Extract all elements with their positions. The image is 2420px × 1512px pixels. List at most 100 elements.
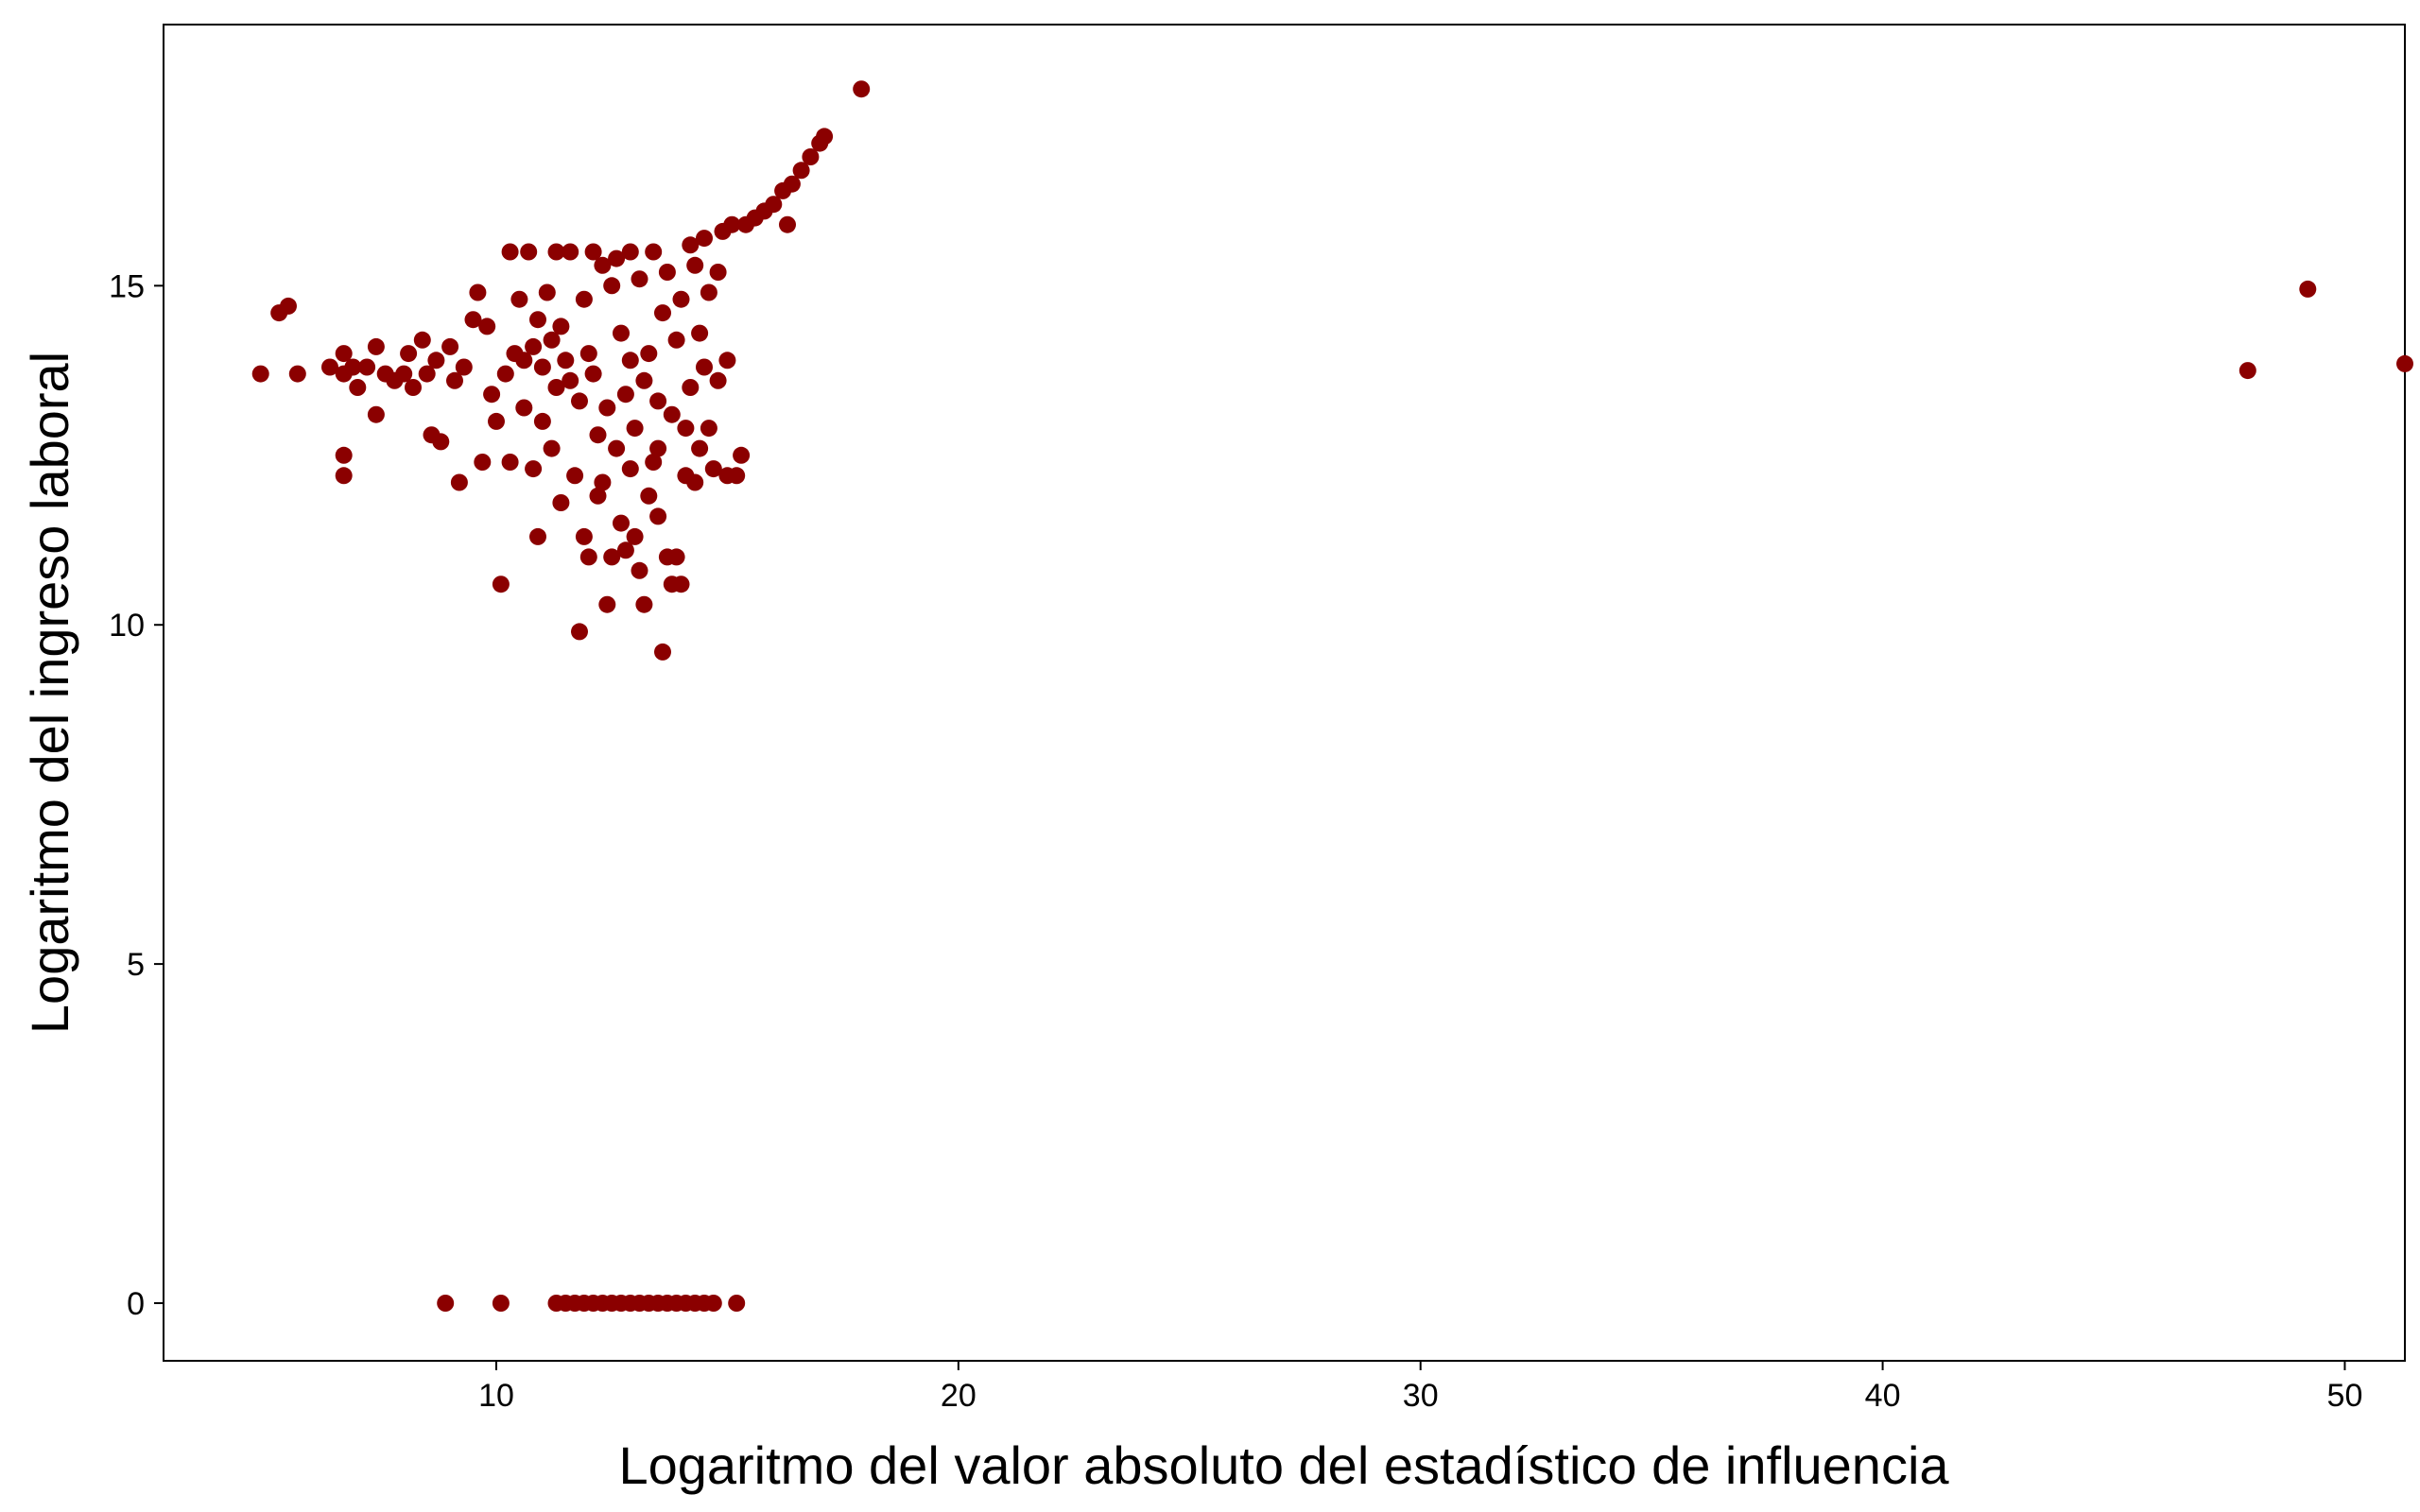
data-point — [635, 371, 653, 389]
data-point — [709, 371, 727, 389]
data-point — [571, 623, 588, 641]
data-point — [853, 80, 871, 98]
data-point — [464, 311, 482, 329]
data-point — [2299, 280, 2317, 298]
data-point — [621, 460, 639, 478]
data-point — [594, 256, 612, 274]
data-point — [562, 371, 579, 389]
data-point — [723, 215, 741, 233]
data-point — [645, 243, 663, 261]
x-tick-label: 30 — [1403, 1378, 1439, 1414]
data-point — [321, 358, 338, 376]
data-point — [413, 331, 431, 349]
data-point — [529, 311, 546, 329]
data-point — [533, 412, 551, 430]
data-point — [640, 345, 658, 363]
data-point — [700, 284, 717, 301]
data-point — [515, 399, 533, 417]
data-point — [594, 473, 612, 491]
data-point — [543, 331, 561, 349]
data-point — [335, 467, 353, 485]
x-tick-label: 50 — [2327, 1378, 2363, 1414]
y-tick-label: 10 — [109, 608, 145, 644]
data-point — [704, 1295, 722, 1312]
data-point — [344, 358, 362, 376]
y-tick-label: 15 — [109, 268, 145, 304]
data-point — [626, 420, 644, 438]
data-point — [547, 379, 565, 396]
data-point — [492, 1295, 510, 1312]
data-point — [802, 148, 820, 165]
data-point — [686, 473, 704, 491]
data-point — [621, 243, 639, 261]
data-point — [691, 324, 709, 342]
data-point — [427, 352, 445, 369]
data-point — [2396, 354, 2413, 372]
data-point — [672, 290, 690, 308]
data-point — [575, 527, 593, 545]
data-point — [654, 643, 671, 661]
data-point — [525, 460, 543, 478]
data-point — [469, 284, 487, 301]
data-point — [538, 284, 556, 301]
data-point — [543, 439, 561, 457]
data-point — [635, 595, 653, 613]
data-point — [288, 365, 306, 383]
data-point — [547, 243, 565, 261]
data-point — [405, 379, 422, 396]
data-point — [677, 420, 695, 438]
x-tick-label: 10 — [478, 1378, 514, 1414]
data-point — [704, 460, 722, 478]
data-point — [589, 426, 607, 444]
x-axis: 10 20 30 40 50 — [478, 1361, 2362, 1414]
data-point — [608, 439, 626, 457]
data-point — [450, 473, 468, 491]
data-point — [603, 548, 621, 566]
data-point — [608, 249, 626, 267]
data-point — [613, 514, 630, 532]
data-point — [700, 420, 717, 438]
data-point — [649, 439, 667, 457]
data-point — [663, 405, 681, 423]
data-point — [437, 1295, 455, 1312]
data-point — [649, 392, 667, 410]
data-point — [765, 196, 783, 214]
data-point — [520, 243, 538, 261]
data-point — [816, 128, 834, 146]
data-point — [349, 379, 367, 396]
data-point — [432, 433, 450, 451]
data-point — [598, 595, 616, 613]
data-point — [510, 290, 528, 308]
data-point — [626, 527, 644, 545]
data-point — [358, 358, 376, 376]
data-point — [718, 352, 736, 369]
data-point — [418, 365, 436, 383]
data-point — [616, 541, 634, 559]
data-point — [515, 352, 533, 369]
data-point — [367, 337, 385, 355]
data-point — [658, 264, 676, 281]
data-point — [616, 386, 634, 404]
data-point — [400, 345, 418, 363]
data-point — [335, 446, 353, 464]
data-point — [696, 230, 713, 248]
data-point — [478, 318, 496, 335]
data-point — [779, 215, 796, 233]
plot-panel — [163, 24, 2406, 1362]
y-tick-label: 5 — [127, 947, 145, 983]
data-point — [455, 358, 473, 376]
data-point — [492, 576, 510, 593]
data-point — [728, 1295, 746, 1312]
data-point — [562, 243, 579, 261]
data-point — [571, 392, 588, 410]
data-point — [251, 365, 269, 383]
data-point — [654, 304, 671, 322]
data-point — [603, 277, 621, 295]
data-point — [733, 446, 751, 464]
data-point — [552, 494, 570, 511]
data-point — [474, 454, 492, 471]
data-point — [501, 454, 519, 471]
data-point — [367, 405, 385, 423]
data-point — [589, 487, 607, 505]
